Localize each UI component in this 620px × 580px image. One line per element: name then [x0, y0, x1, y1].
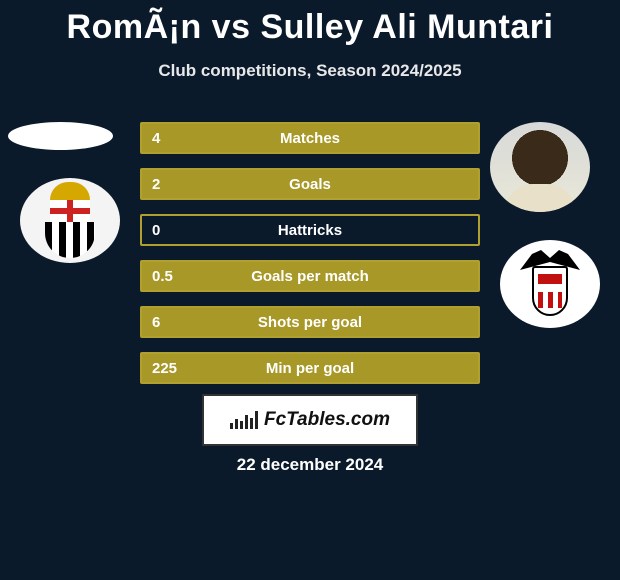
- stat-left-value: 4: [152, 130, 160, 147]
- stat-row-goals: 2 Goals: [140, 168, 480, 200]
- bar-chart-icon: [230, 411, 258, 429]
- date-label: 22 december 2024: [0, 455, 620, 475]
- stat-left-value: 225: [152, 360, 177, 377]
- player-right-club-badge: [500, 240, 600, 328]
- stat-label: Goals per match: [142, 268, 478, 285]
- stat-label: Matches: [142, 130, 478, 147]
- player-left-avatar: [8, 122, 113, 150]
- stat-label: Goals: [142, 176, 478, 193]
- stat-label: Hattricks: [142, 222, 478, 239]
- stat-row-min-per-goal: 225 Min per goal: [140, 352, 480, 384]
- page-title: RomÃ¡n vs Sulley Ali Muntari: [0, 0, 620, 47]
- stat-left-value: 6: [152, 314, 160, 331]
- stat-row-shots-per-goal: 6 Shots per goal: [140, 306, 480, 338]
- stat-left-value: 2: [152, 176, 160, 193]
- subtitle: Club competitions, Season 2024/2025: [0, 61, 620, 81]
- player-left-club-badge: [20, 178, 120, 263]
- stat-left-value: 0.5: [152, 268, 173, 285]
- stat-label: Shots per goal: [142, 314, 478, 331]
- fctables-label: FcTables.com: [264, 409, 390, 431]
- stat-row-goals-per-match: 0.5 Goals per match: [140, 260, 480, 292]
- stat-left-value: 0: [152, 222, 160, 239]
- stat-row-matches: 4 Matches: [140, 122, 480, 154]
- player-right-avatar: [490, 122, 590, 212]
- stats-list: 4 Matches 2 Goals 0 Hattricks 0.5 Goals …: [140, 122, 480, 398]
- fctables-badge[interactable]: FcTables.com: [202, 394, 418, 446]
- stat-label: Min per goal: [142, 360, 478, 377]
- stat-row-hattricks: 0 Hattricks: [140, 214, 480, 246]
